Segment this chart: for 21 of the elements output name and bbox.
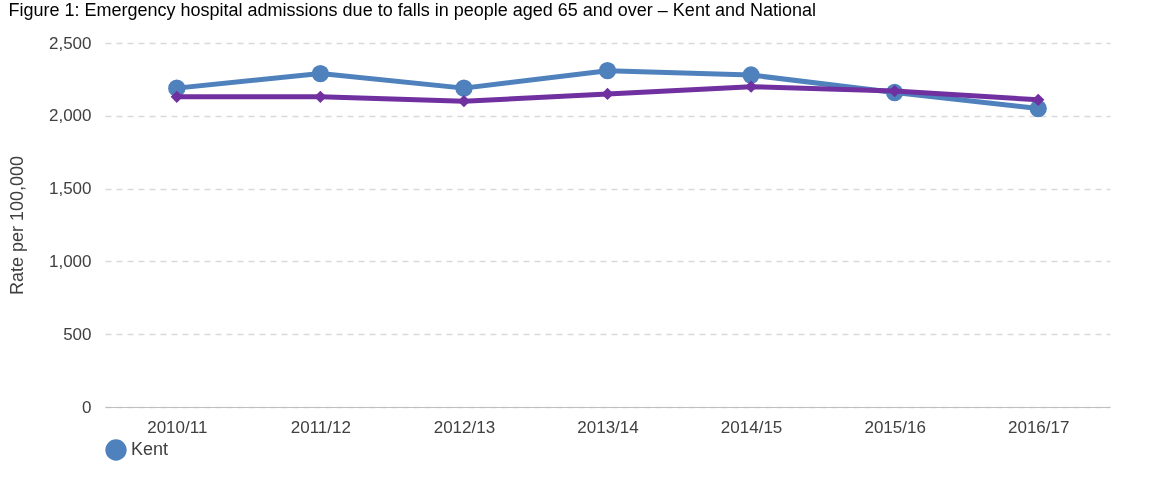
x-tick-label: 2010/11 [147, 417, 208, 437]
y-tick-label: 2,000 [48, 106, 92, 126]
x-tick-label: 2013/14 [577, 417, 639, 437]
y-tick-label: 0 [82, 397, 92, 417]
x-tick-label: 2012/13 [433, 417, 496, 437]
y-axis-title: Rate per 100,000 [6, 155, 27, 296]
x-tick-label: 2011/12 [290, 417, 351, 437]
legend-label: Kent [131, 439, 169, 459]
chart-title: Figure 1: Emergency hospital admissions due to falls in people aged 65 and over – Kent and National [8, 0, 816, 20]
x-tick-label: 2015/16 [864, 417, 926, 437]
y-tick-label: 1,000 [48, 251, 92, 271]
point [455, 79, 473, 97]
y-tick-label: 500 [63, 324, 92, 344]
point [742, 66, 760, 84]
x-tick-label: 2014/15 [720, 417, 783, 437]
x-tick-label: 2016/17 [1007, 417, 1070, 437]
y-tick-label: 1,500 [48, 179, 92, 199]
point [311, 64, 330, 83]
point [598, 62, 617, 80]
point [601, 87, 614, 101]
y-tick-label: 2,500 [48, 33, 92, 53]
